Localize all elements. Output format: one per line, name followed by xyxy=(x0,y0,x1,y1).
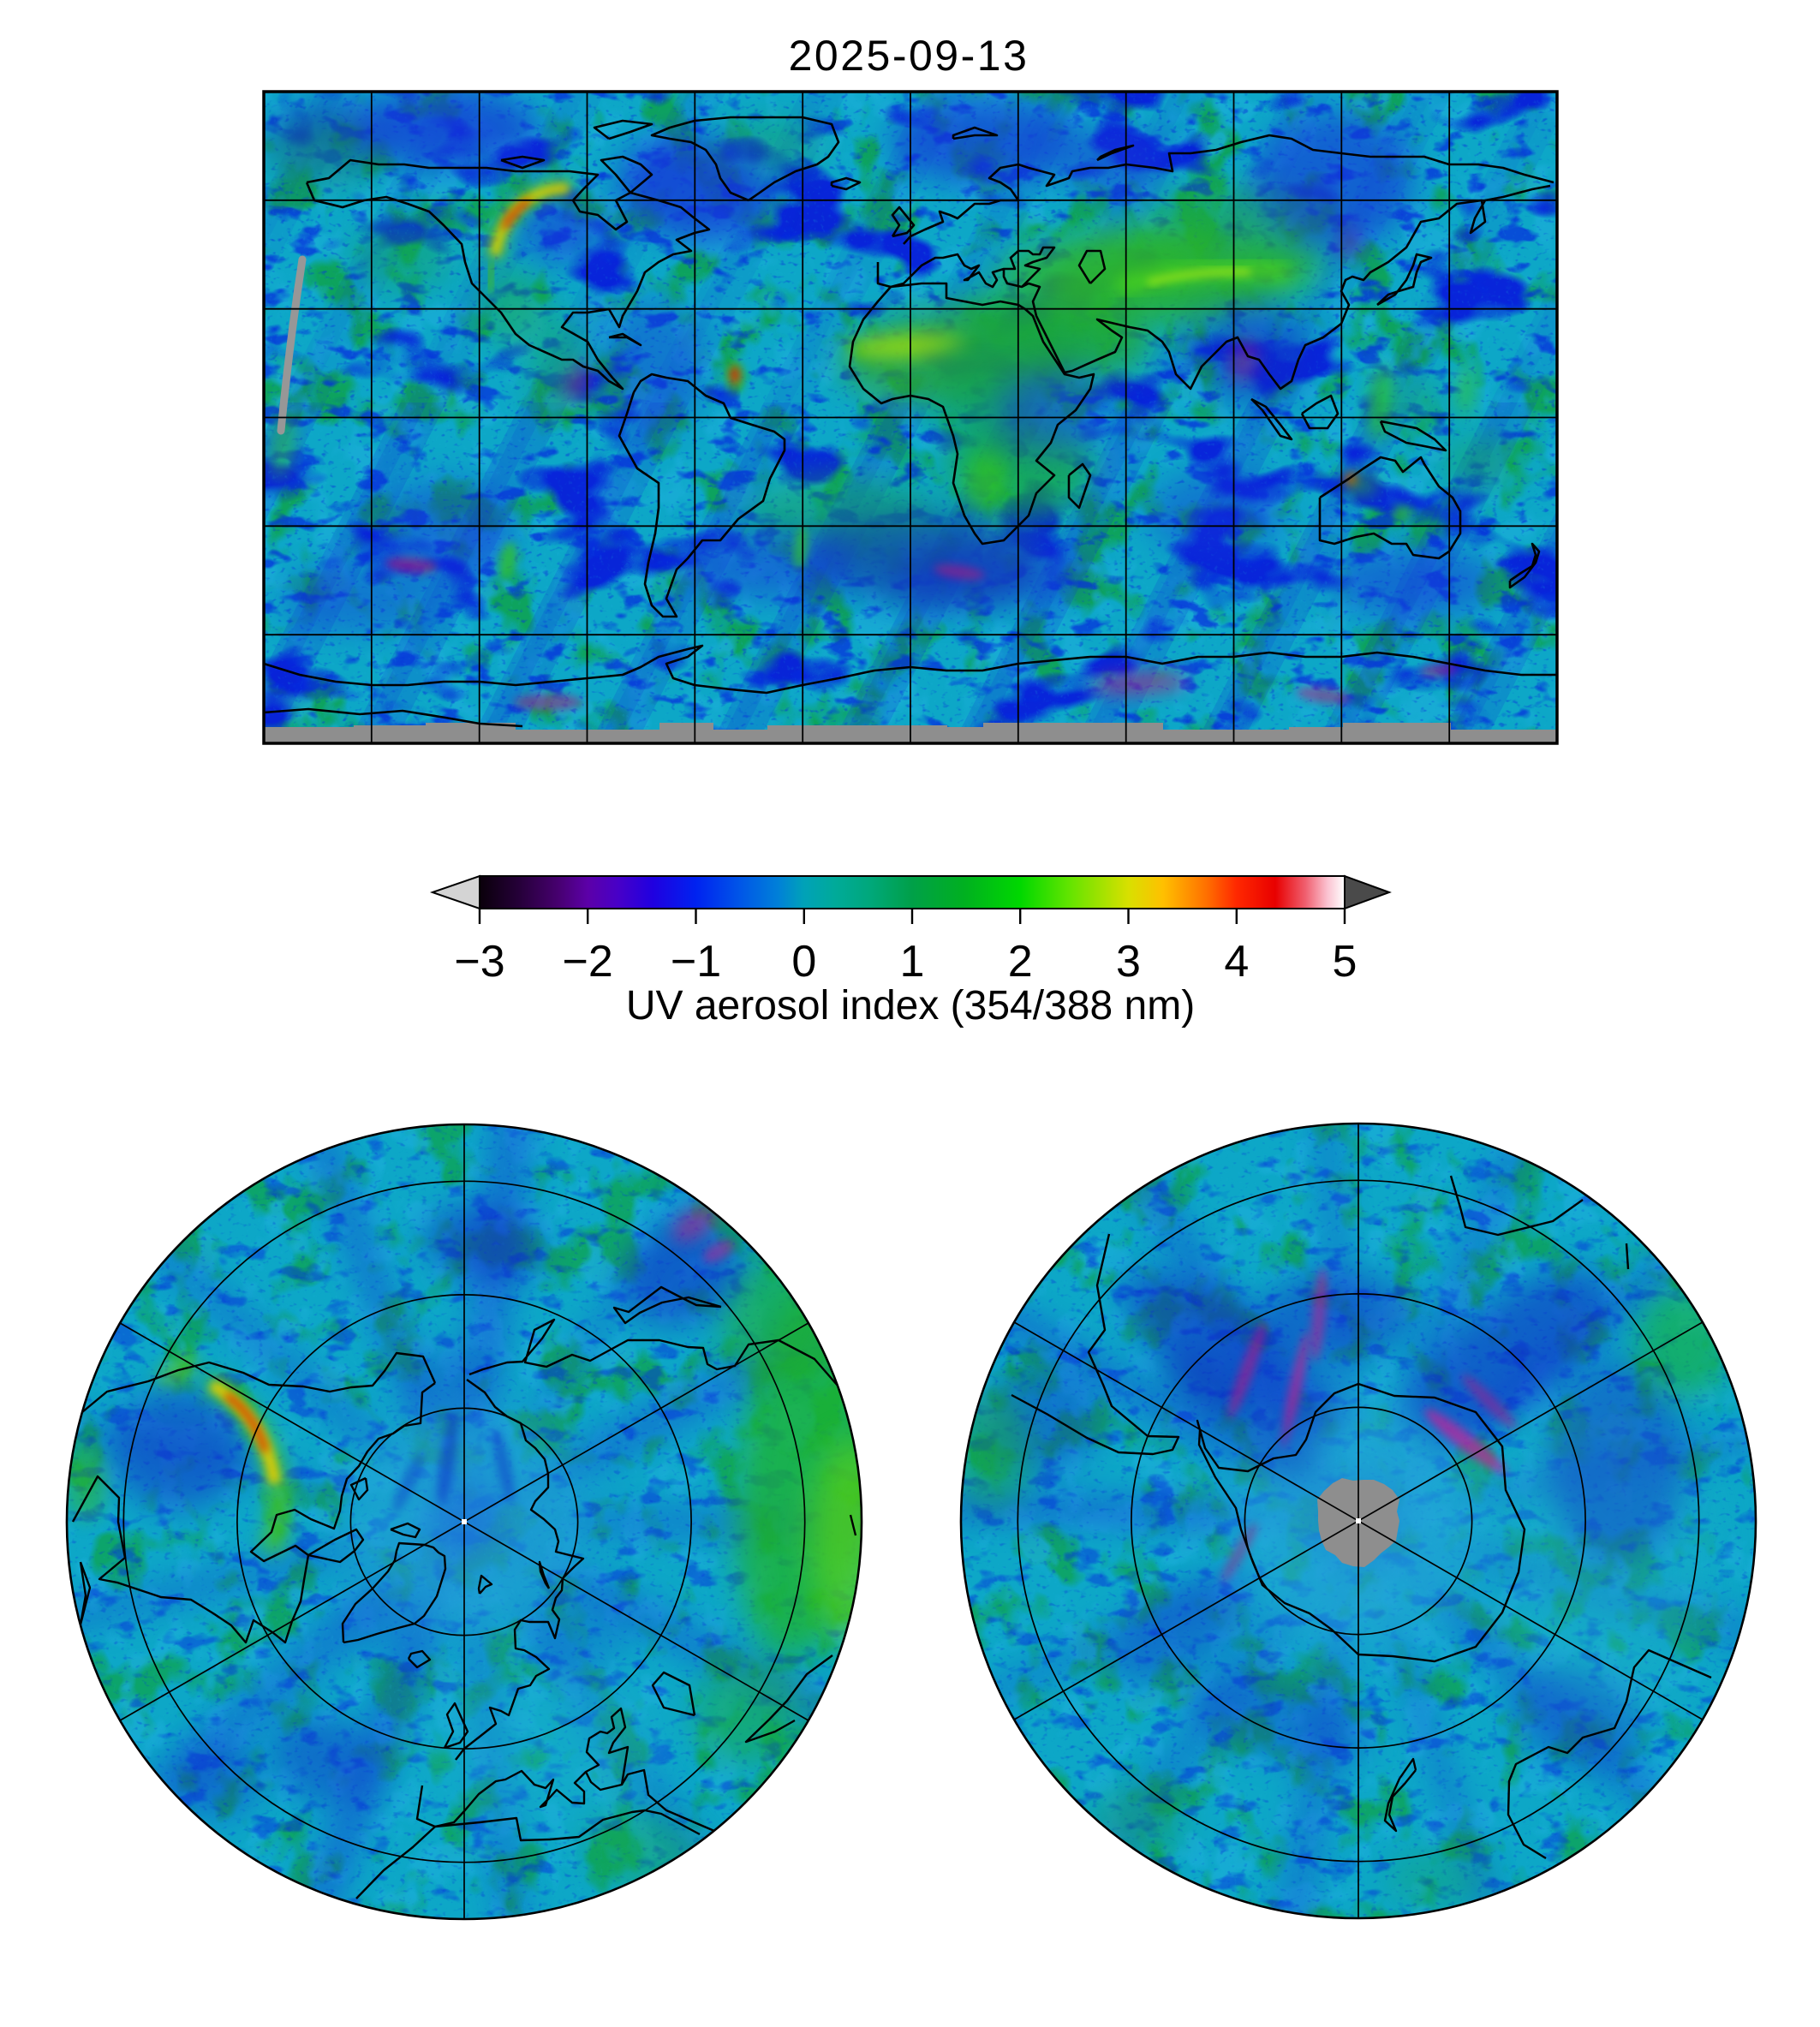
svg-text:1: 1 xyxy=(900,937,925,987)
svg-text:−3: −3 xyxy=(454,937,504,987)
svg-text:2025-09-13: 2025-09-13 xyxy=(789,32,1029,80)
svg-text:UV aerosol index (354/388 nm): UV aerosol index (354/388 nm) xyxy=(626,983,1195,1028)
svg-text:4: 4 xyxy=(1224,937,1249,987)
svg-text:2: 2 xyxy=(1008,937,1033,987)
svg-text:−2: −2 xyxy=(563,937,613,987)
svg-text:0: 0 xyxy=(791,937,816,987)
svg-text:3: 3 xyxy=(1116,937,1141,987)
svg-text:5: 5 xyxy=(1333,937,1358,987)
svg-text:−1: −1 xyxy=(671,937,721,987)
